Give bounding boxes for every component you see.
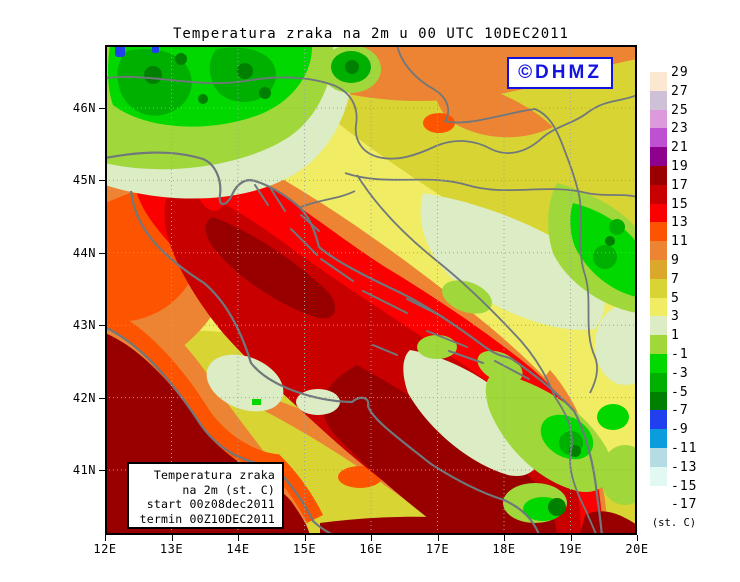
colorbar-swatch [650, 335, 667, 354]
colorbar-tick-label: 9 [671, 253, 680, 268]
lat-tick [99, 108, 105, 109]
lat-label: 45N [72, 173, 96, 188]
lat-tick [99, 470, 105, 471]
country-borders [105, 45, 637, 535]
map-border [105, 45, 637, 535]
lat-tick [99, 397, 105, 399]
dhmz-watermark-box: ©DHMZ [507, 57, 613, 89]
colorbar-tick-label: -3 [671, 365, 689, 381]
colorbar-swatch [650, 147, 667, 166]
colorbar-swatch [650, 203, 667, 223]
lon-tick [304, 535, 306, 541]
colorbar-tick-label: 17 [671, 177, 689, 193]
colorbar-tick-label: 3 [671, 309, 680, 325]
lat-label: 46N [72, 101, 96, 115]
colorbar-tick-label: 25 [671, 102, 689, 118]
alpine-greens [105, 45, 381, 199]
colorbar-swatch [650, 410, 667, 430]
eastern-greens [403, 183, 637, 523]
map-title: Temperatura zraka na 2m u 00 UTC 10DEC20… [172, 26, 569, 42]
colorbar-swatch [650, 260, 667, 279]
colorbar-swatch [650, 448, 667, 467]
colorbar-tick-label: 13 [671, 215, 689, 231]
lon-label: 17E [425, 542, 450, 556]
colorbar-swatch [650, 109, 667, 129]
lat-tick [99, 325, 105, 327]
colorbar-swatch [650, 485, 667, 505]
colorbar-swatch [650, 72, 667, 91]
colorbar-swatch [650, 278, 667, 298]
colorbar-tick-label: -15 [671, 478, 698, 494]
colorbar-tick-label: -13 [671, 459, 698, 475]
lon-label: 18E [492, 542, 516, 556]
colorbar-tick-label: -17 [671, 497, 698, 513]
colorbar-tick-label: 21 [671, 140, 689, 156]
lon-label: 14E [226, 542, 250, 556]
dhmz-watermark-label: ©DHMZ [518, 62, 602, 83]
colorbar-swatch [650, 297, 667, 317]
lon-tick [504, 535, 505, 541]
colorbar-swatch [650, 241, 667, 260]
colorbar-tick-label: 5 [671, 290, 680, 306]
colorbar-tick-label: -11 [671, 441, 698, 456]
colorbar-unit-label: (st. C) [651, 517, 697, 529]
colorbar-tick-label: 19 [671, 159, 689, 174]
lon-tick [637, 535, 638, 541]
gridlines [105, 45, 637, 535]
colorbar-tick-label: -1 [671, 347, 689, 362]
colorbar-swatch [650, 429, 667, 448]
colorbar-swatch [650, 354, 667, 373]
lon-label: 19E [558, 542, 583, 556]
colorbar-swatch [650, 391, 667, 411]
lat-label: 42N [72, 390, 96, 405]
lat-tick [99, 180, 105, 182]
lon-tick [371, 535, 372, 541]
info-box-line: start 00z08dec2011 [146, 497, 275, 511]
colorbar-tick-label: 1 [671, 328, 680, 344]
lon-tick [171, 535, 173, 541]
lon-label: 13E [159, 542, 184, 556]
lon-label: 15E [292, 542, 317, 556]
colorbar-swatch [650, 184, 667, 204]
colorbar: 29 27 25 23 21 19 17 15 13 11 9 7 5 3 1 -1 -3 -5 -7 -9 -11 -1… [650, 65, 720, 532]
colorbar-tick-label: 27 [671, 83, 689, 99]
colorbar-swatch [650, 128, 667, 148]
colorbar-tick-label: 29 [671, 65, 689, 80]
lon-tick [105, 535, 106, 541]
lon-label: 16E [359, 542, 383, 556]
colorbar-swatch [650, 466, 667, 486]
lon-tick [570, 535, 572, 541]
lat-tick [99, 252, 105, 254]
lon-label: 12E [93, 542, 117, 556]
colorbar-tick-label: 15 [671, 196, 689, 212]
colorbar-tick-label: -9 [671, 422, 689, 438]
info-box-line: termin 00Z10DEC2011 [139, 511, 275, 526]
colorbar-swatch [650, 166, 667, 185]
colorbar-swatch [650, 316, 667, 336]
colorbar-tick-label: 11 [671, 234, 689, 250]
lon-label: 20E [625, 542, 649, 556]
lat-label: 41N [72, 463, 96, 477]
colorbar-tick-label: 7 [671, 271, 680, 287]
lat-label: 43N [72, 318, 96, 333]
colorbar-tick-label: 23 [671, 121, 689, 137]
lat-label: 44N [72, 245, 96, 260]
colorbar-swatch [650, 372, 667, 392]
colorbar-tick-label: -5 [671, 384, 689, 400]
info-box-line: na 2m (st. C) [182, 482, 275, 497]
colorbar-swatch [650, 90, 667, 110]
lon-tick [437, 535, 439, 541]
colorbar-swatch [650, 222, 667, 242]
info-box: Temperatura zraka na 2m (st. C) start 00… [127, 462, 284, 529]
colorbar-tick-label: -7 [671, 403, 689, 419]
lon-tick [238, 535, 239, 541]
info-box-line: Temperatura zraka [153, 468, 275, 482]
